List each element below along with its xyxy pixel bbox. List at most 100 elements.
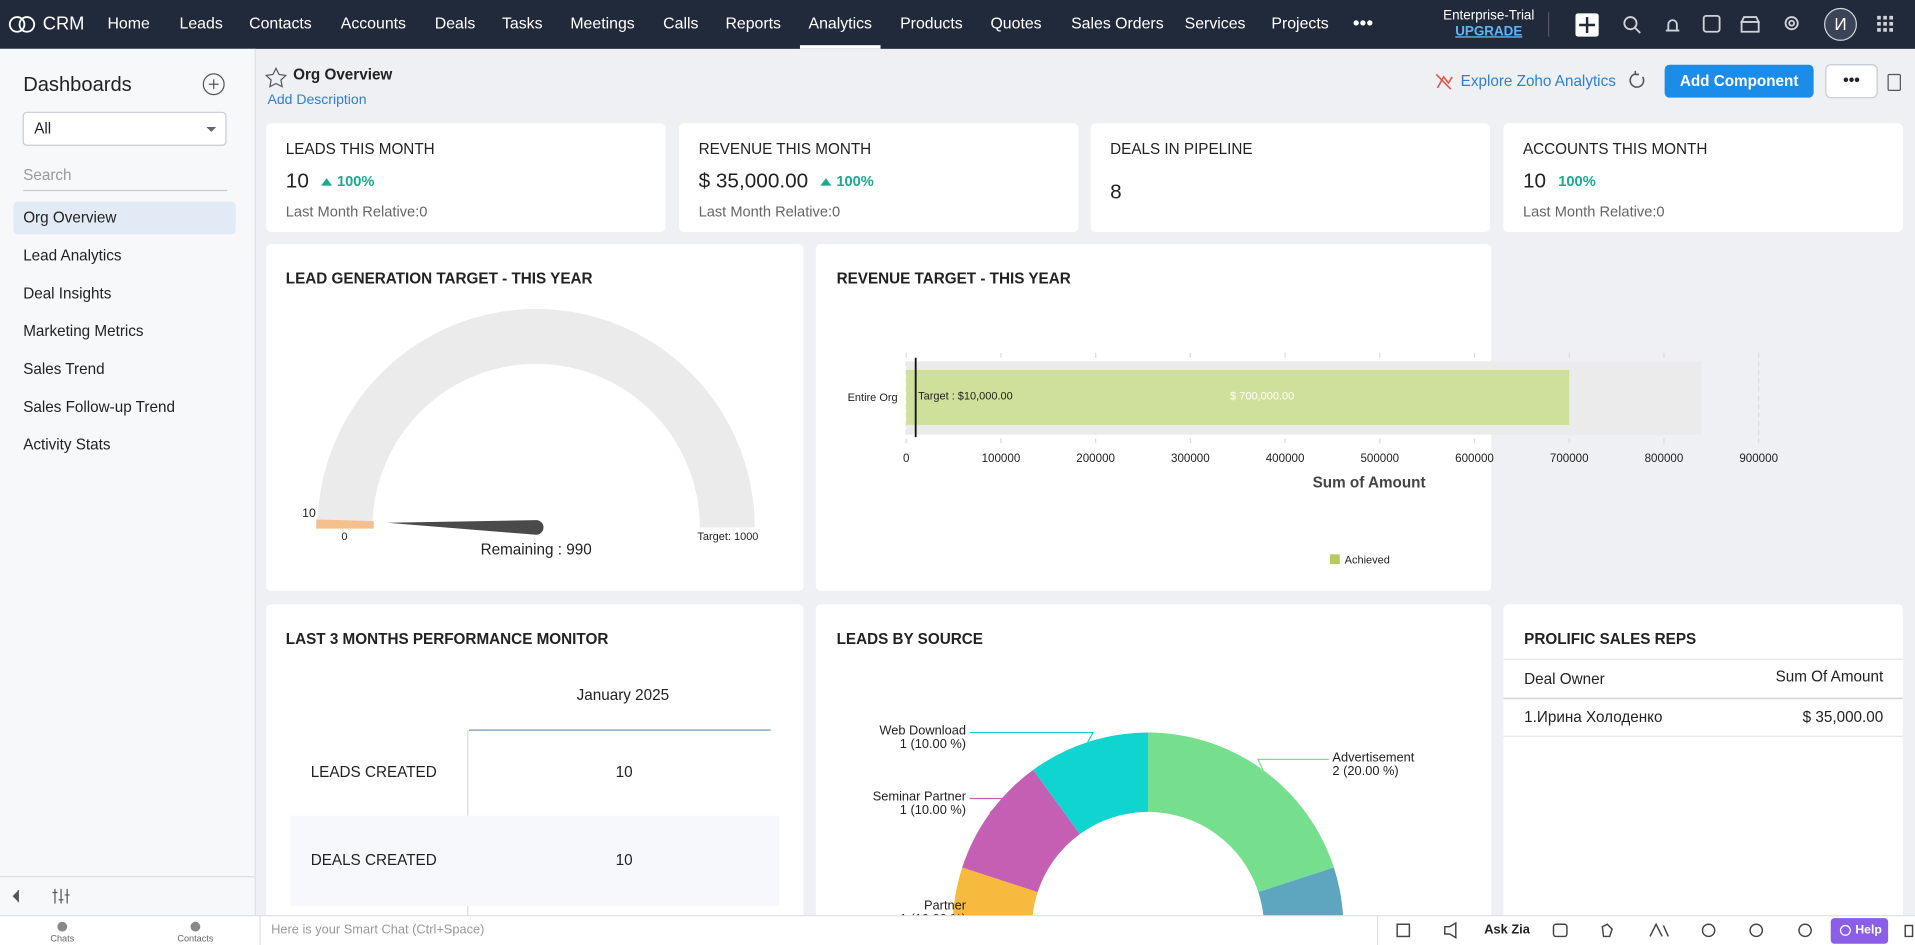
- sidebar-item[interactable]: Deal Insights: [23, 285, 112, 302]
- favorite-icon[interactable]: [264, 67, 288, 88]
- kpi-change: 100%: [836, 174, 873, 190]
- nav-tab[interactable]: Sales Orders: [1071, 16, 1164, 33]
- search-input[interactable]: Search: [23, 167, 71, 184]
- add-component-button[interactable]: [1664, 64, 1814, 98]
- kpi-card: [1090, 123, 1490, 232]
- nav-tab[interactable]: Tasks: [502, 16, 543, 33]
- nav-tab[interactable]: Reports: [725, 16, 781, 33]
- kpi-value: 10: [1523, 169, 1546, 192]
- plus-icon: [1579, 17, 1596, 33]
- slice-name: Partner: [924, 897, 967, 912]
- upgrade-link[interactable]: UPGRADE: [1455, 23, 1522, 38]
- bar: [906, 369, 1570, 425]
- refresh-icon[interactable]: [1629, 70, 1645, 88]
- contacts-icon[interactable]: [190, 921, 201, 932]
- kpi-note: Last Month Relative:0: [286, 204, 428, 220]
- nav-tab[interactable]: Analytics: [809, 16, 873, 33]
- more-dots: •••: [1843, 72, 1860, 89]
- nav-tab[interactable]: Calls: [663, 16, 698, 33]
- donut-slice: [962, 769, 1080, 893]
- x-tick-label: 500000: [1360, 452, 1399, 465]
- donut-slice: [1033, 732, 1149, 835]
- nav-tab[interactable]: Projects: [1271, 16, 1328, 33]
- sidebar-item[interactable]: Sales Trend: [23, 361, 104, 378]
- footer-icons[interactable]: [1396, 921, 1914, 939]
- avatar-letter: И: [1834, 15, 1846, 34]
- nav-tab[interactable]: Home: [107, 16, 149, 33]
- slice-value-label: 1 (10.00 %): [900, 911, 966, 926]
- brand[interactable]: CRM: [43, 12, 85, 33]
- kpi-note: Last Month Relative:0: [699, 204, 841, 220]
- sidebar-item[interactable]: Marketing Metrics: [23, 323, 144, 340]
- donut-slice: [953, 867, 1038, 916]
- card-title: LEADS BY SOURCE: [837, 631, 983, 648]
- x-tick-label: 800000: [1645, 452, 1684, 465]
- sidebar-item[interactable]: Sales Follow-up Trend: [23, 399, 175, 416]
- trend-up-arrow: [820, 178, 832, 186]
- card-title: REVENUE TARGET - THIS YEAR: [837, 271, 1071, 288]
- nav-tab[interactable]: Quotes: [990, 16, 1041, 33]
- avatar[interactable]: [1824, 7, 1857, 41]
- kpi-label: DEALS IN PIPELINE: [1110, 141, 1252, 158]
- x-tick-label: 400000: [1266, 452, 1305, 465]
- gauge-value: [316, 519, 374, 529]
- fullscreen-icon[interactable]: [1887, 73, 1901, 91]
- column-header: Sum Of Amount: [1776, 669, 1884, 686]
- explore-link[interactable]: Explore Zoho Analytics: [1461, 73, 1617, 90]
- sidebar-title: Dashboards: [23, 74, 132, 96]
- kpi-change: 100%: [337, 174, 374, 190]
- column-header: Deal Owner: [1524, 671, 1605, 688]
- more-button[interactable]: [1825, 64, 1878, 99]
- nav-tab[interactable]: Leads: [180, 16, 223, 33]
- settings-icon[interactable]: [52, 888, 70, 904]
- filter-select[interactable]: [22, 111, 227, 146]
- nav-tab[interactable]: Contacts: [249, 16, 312, 33]
- slice-value-label: 2 (20.00 %): [1332, 763, 1398, 778]
- x-axis-label: Sum of Amount: [1313, 475, 1426, 492]
- gauge-remaining: Remaining : 990: [481, 542, 592, 559]
- row-value: 10: [616, 852, 633, 869]
- card-title: LEAD GENERATION TARGET - THIS YEAR: [286, 271, 593, 288]
- kpi-label: REVENUE THIS MONTH: [699, 141, 872, 158]
- table-cell: $ 35,000.00: [1803, 709, 1884, 726]
- nav-tab[interactable]: Meetings: [570, 16, 634, 33]
- trial-label: Enterprise-Trial: [1443, 7, 1534, 22]
- kpi-card: [266, 123, 666, 232]
- gauge-min-label: 0: [341, 531, 347, 543]
- nav-tab[interactable]: Services: [1185, 16, 1246, 33]
- chats-icon[interactable]: [57, 921, 68, 932]
- kpi-note: Last Month Relative:0: [1523, 204, 1665, 220]
- sidebar-item[interactable]: Lead Analytics: [23, 247, 122, 264]
- filter-value: All: [34, 120, 51, 137]
- bar-value-label: $ 700,000.00: [1230, 391, 1294, 403]
- help-icon: [1839, 924, 1851, 936]
- nav-icons[interactable]: [1623, 14, 1799, 34]
- nav-tab[interactable]: Products: [900, 16, 963, 33]
- x-tick-label: 0: [903, 452, 909, 465]
- donut-slice: [1258, 867, 1343, 916]
- add-dashboard[interactable]: [202, 73, 225, 96]
- apps-icon[interactable]: [1877, 15, 1894, 32]
- dropdown-arrow: [206, 126, 217, 132]
- add-description[interactable]: Add Description: [267, 91, 366, 107]
- contacts-label[interactable]: Contacts: [177, 933, 214, 943]
- sidebar-item[interactable]: Activity Stats: [23, 437, 111, 454]
- sidebar-item[interactable]: Org Overview: [23, 210, 117, 227]
- donut-slice: [1148, 732, 1334, 893]
- analytics-icon: [1435, 73, 1453, 90]
- column-header: January 2025: [577, 687, 669, 704]
- ask-zia[interactable]: Ask Zia: [1484, 922, 1530, 937]
- collapse-icon[interactable]: [12, 890, 19, 903]
- slice-name: Advertisement: [1332, 750, 1414, 765]
- help-button[interactable]: [1830, 918, 1889, 944]
- selected-item: [13, 201, 236, 235]
- more-tabs[interactable]: •••: [1353, 13, 1374, 35]
- x-tick-label: 900000: [1739, 452, 1778, 465]
- chats-label[interactable]: Chats: [50, 933, 74, 943]
- nav-tab[interactable]: Accounts: [341, 16, 406, 33]
- nav-tab[interactable]: Deals: [435, 16, 476, 33]
- row-background: [290, 815, 780, 906]
- smart-chat-input[interactable]: Here is your Smart Chat (Ctrl+Space): [271, 922, 484, 937]
